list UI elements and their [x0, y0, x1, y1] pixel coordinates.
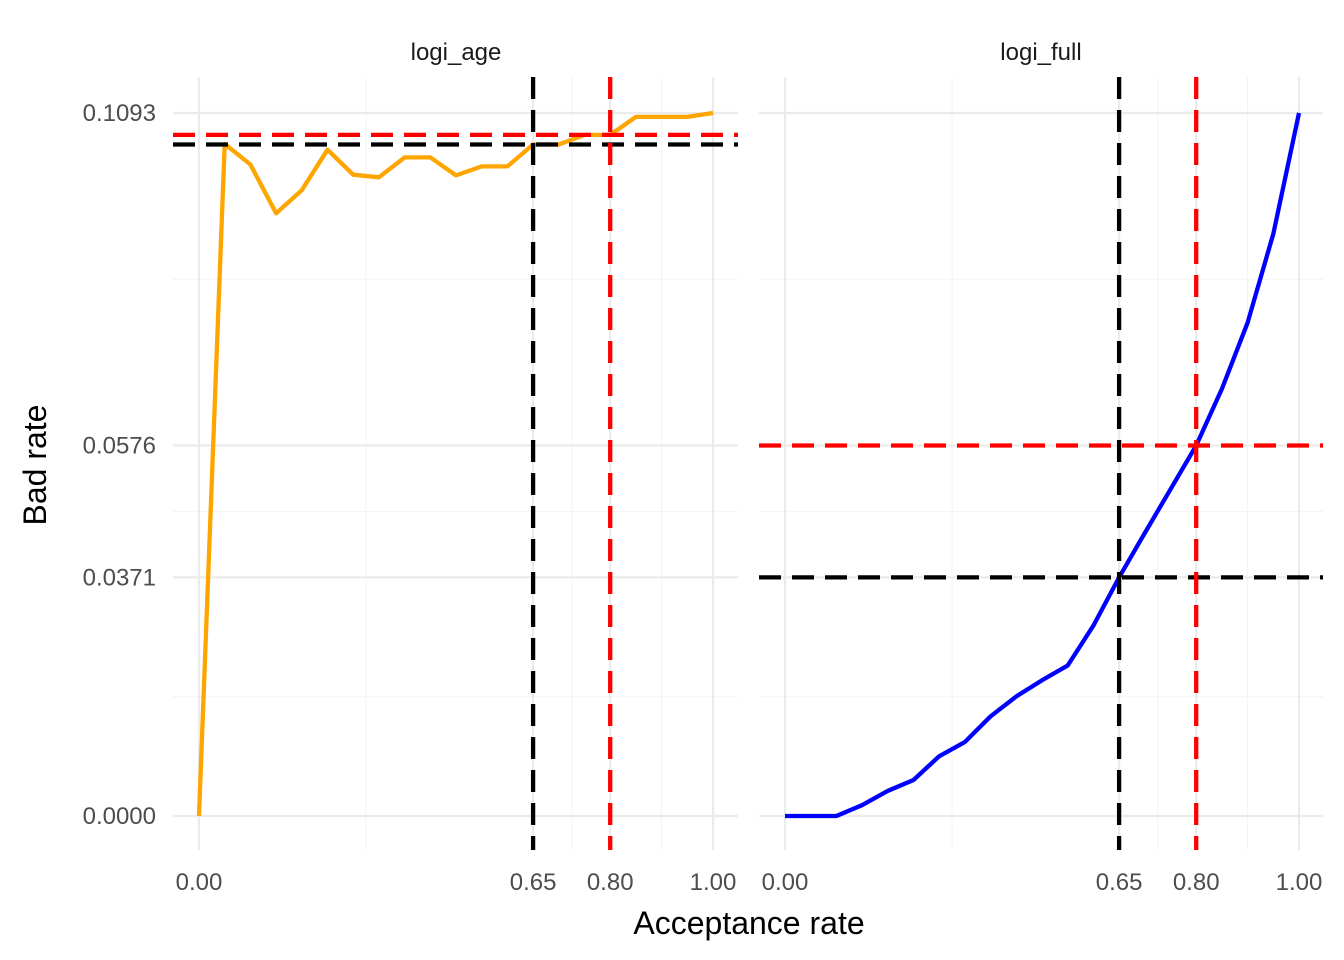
- y-tick-label: 0.0000: [83, 803, 156, 830]
- panel-logi-full: 0.00 0.65 0.80 1.00: [759, 77, 1323, 896]
- y-tick-label: 0.0371: [83, 564, 156, 591]
- x-tick-label: 0.65: [510, 869, 557, 896]
- strip-title-logi-full: logi_full: [1000, 39, 1081, 66]
- y-tick-label: 0.0576: [83, 433, 156, 460]
- x-axis-title: Acceptance rate: [633, 905, 864, 941]
- x-tick-label: 0.00: [176, 869, 223, 896]
- x-tick-label: 0.80: [1173, 869, 1220, 896]
- x-tick-label: 0.65: [1096, 869, 1143, 896]
- strip-title-logi-age: logi_age: [411, 39, 502, 66]
- panel-logi-age: 0.00 0.65 0.80 1.00 0.0000 0.0371 0.0576 0.1093: [83, 77, 738, 896]
- y-axis-title: Bad rate: [17, 405, 53, 526]
- x-tick-label: 1.00: [1276, 869, 1323, 896]
- x-tick-label: 0.80: [587, 869, 634, 896]
- bad-rate-line: [196, 110, 714, 817]
- y-tick-label: 0.1093: [83, 100, 156, 127]
- bad-rate-line: [785, 112, 1302, 819]
- x-tick-label: 1.00: [690, 869, 737, 896]
- x-tick-label: 0.00: [762, 869, 809, 896]
